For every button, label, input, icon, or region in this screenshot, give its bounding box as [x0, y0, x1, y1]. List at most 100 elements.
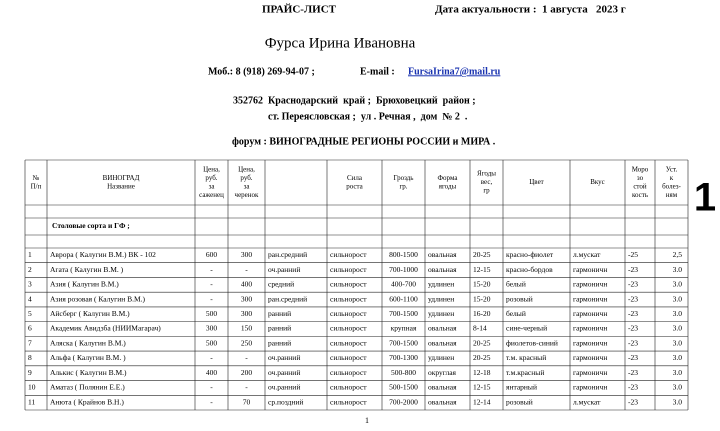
cell-text: -23: [628, 397, 638, 406]
cell-text: гармоничн: [573, 294, 607, 303]
cell-text: янтарный: [506, 383, 537, 392]
cell-text: 250: [241, 338, 253, 347]
cell-text: белый: [506, 280, 526, 289]
cell-text: 3.0: [673, 265, 683, 274]
cell-text: -: [245, 383, 248, 392]
cell-text: гармоничн: [573, 280, 607, 289]
cell-text: 2: [28, 265, 32, 274]
cell-text: 12-15: [473, 383, 491, 392]
cell-text: т.м. красный: [506, 353, 546, 362]
cell-text: 20-25: [473, 353, 491, 362]
cell-text: 5: [28, 309, 32, 318]
cell-text: сильнорост: [330, 294, 367, 303]
column-header: роста: [346, 182, 363, 190]
column-header: ням: [666, 191, 678, 199]
cell-text: овальная: [428, 265, 457, 274]
cell-text: л.мускат: [573, 397, 601, 406]
cell-text: -: [210, 280, 213, 289]
cell-text: 3.0: [673, 324, 683, 333]
column-header: ягоды: [439, 182, 457, 190]
cell-text: Аляска ( Калугин В.М.): [50, 338, 126, 347]
cell-text: овальная: [428, 397, 457, 406]
column-header: гр: [483, 187, 490, 195]
section-title: Столовые сорта и ГФ ;: [52, 221, 130, 230]
cell-text: удлинен: [428, 294, 454, 303]
cell-text: -: [210, 294, 213, 303]
cell-text: 3: [28, 280, 32, 289]
cell-text: Академик Авидзба (НИИМагарач): [50, 324, 161, 333]
cell-text: 500: [206, 338, 218, 347]
cell-text: -23: [628, 353, 638, 362]
cell-text: -: [210, 265, 213, 274]
column-header: Название: [107, 182, 135, 190]
cell-text: 70: [243, 397, 251, 406]
cell-text: 20-25: [473, 250, 491, 259]
cell-text: 400: [241, 280, 253, 289]
cell-text: гармоничн: [573, 265, 607, 274]
cell-text: сильнорост: [330, 368, 367, 377]
cell-text: ранний: [268, 324, 291, 333]
column-header: Моро: [632, 165, 649, 173]
email[interactable]: FursaIrina7@mail.ru: [408, 66, 501, 77]
cell-text: 700-1500: [389, 309, 418, 318]
column-header: за: [209, 182, 216, 190]
cell-text: 12-15: [473, 265, 491, 274]
cell-text: 3.0: [673, 338, 683, 347]
cell-text: удлинен: [428, 309, 454, 318]
cell-text: гармоничн: [573, 368, 607, 377]
column-header: кость: [632, 191, 648, 199]
cell-text: л.мускат: [573, 250, 601, 259]
cell-text: -23: [628, 383, 638, 392]
cell-text: 3.0: [673, 368, 683, 377]
column-header: саженец: [199, 191, 224, 199]
cell-text: сильнорост: [330, 280, 367, 289]
cell-text: -23: [628, 338, 638, 347]
cell-text: оч.ранний: [268, 383, 300, 392]
cell-text: Альфа ( Калугин В.М. ): [50, 353, 126, 362]
cell-text: гармоничн: [573, 353, 607, 362]
cell-text: -: [210, 397, 213, 406]
cell-text: 600-1100: [389, 294, 418, 303]
cell-text: Аматаз ( Полянин Е.Е.): [50, 383, 125, 392]
cell-text: овальная: [428, 324, 457, 333]
cell-text: крупная: [391, 324, 417, 333]
cell-text: 3.0: [673, 294, 683, 303]
column-header: Вкус: [590, 178, 605, 186]
cell-text: Алькис ( Калугин В.М.): [50, 368, 127, 377]
cell-text: 400: [206, 368, 218, 377]
column-header: черенок: [235, 191, 259, 199]
cell-text: 3.0: [673, 397, 683, 406]
column-header: Гроздь: [394, 174, 414, 182]
cell-text: овальная: [428, 338, 457, 347]
column-header: за: [244, 182, 251, 190]
cell-text: сильнорост: [330, 250, 367, 259]
cell-text: Азия розовая ( Калугин В.М.): [50, 294, 146, 303]
cell-text: -23: [628, 368, 638, 377]
postcode: 352762: [233, 95, 263, 106]
cell-text: овальная: [428, 383, 457, 392]
cell-text: 3.0: [673, 280, 683, 289]
cell-text: -: [210, 383, 213, 392]
cell-text: 6: [28, 324, 32, 333]
cell-text: розовый: [506, 397, 533, 406]
cell-text: овальная: [428, 250, 457, 259]
side-number: 1: [694, 176, 716, 220]
cell-text: 700-1000: [389, 265, 418, 274]
cell-text: сине-черный: [506, 324, 547, 333]
page-number: 1: [365, 416, 369, 425]
column-header: Ягоды: [477, 170, 496, 178]
cell-text: 800-1500: [389, 250, 418, 259]
column-header: к: [670, 174, 674, 182]
cell-text: гармоничн: [573, 309, 607, 318]
cell-text: -23: [628, 265, 638, 274]
cell-text: розовый: [506, 294, 533, 303]
cell-text: округлая: [428, 368, 457, 377]
column-header: руб.: [240, 174, 252, 182]
cell-text: гармоничн: [573, 338, 607, 347]
cell-text: -25: [628, 250, 638, 259]
cell-text: сильнорост: [330, 265, 367, 274]
cell-text: 15-20: [473, 294, 491, 303]
cell-text: ранний: [268, 338, 291, 347]
column-header: Форма: [438, 174, 459, 182]
cell-text: средний: [268, 280, 294, 289]
